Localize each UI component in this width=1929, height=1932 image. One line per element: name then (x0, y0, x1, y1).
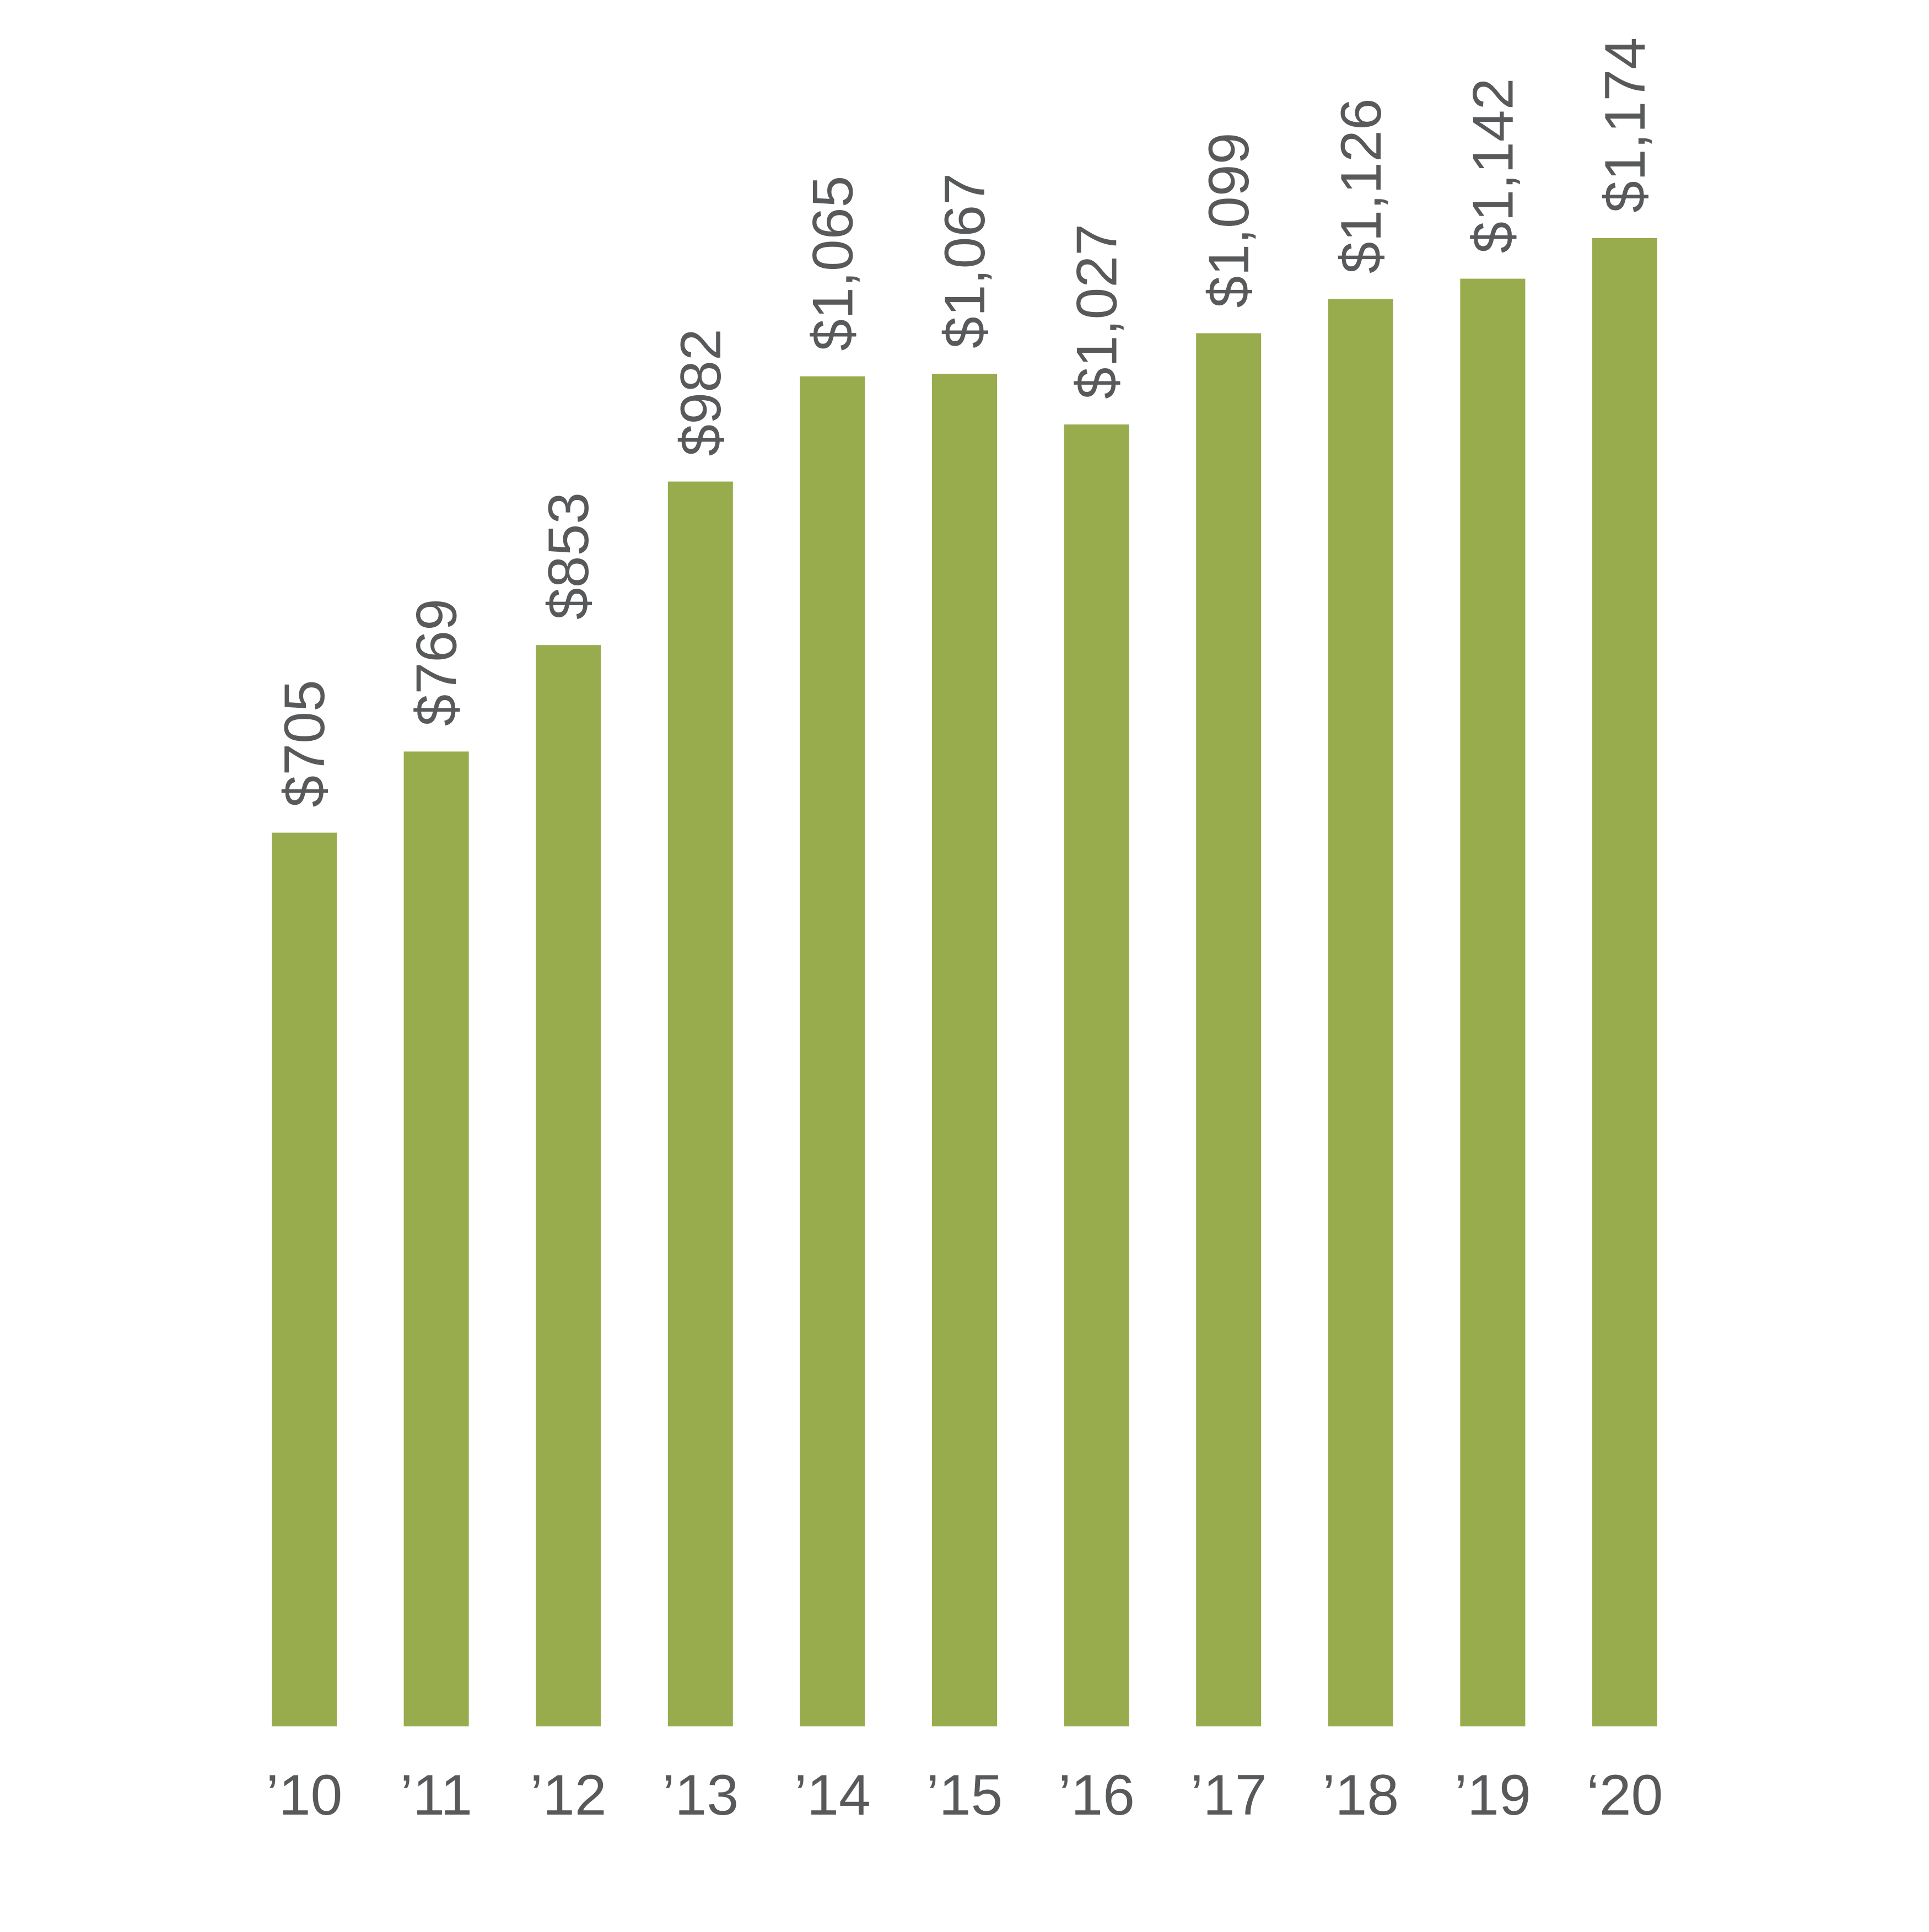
category-labels-group: ’10 ’11 ’12 ’13 ’14 ’15 ’16 ’17 ’18 ’19 ‘20 (266, 1763, 1663, 1827)
value-label-1: $769 (405, 599, 469, 726)
category-label-3: ’13 (662, 1763, 739, 1827)
value-label-0: $705 (273, 680, 337, 807)
value-label-8: $1,126 (1329, 98, 1393, 273)
value-label-2: $853 (537, 492, 601, 620)
category-label-10: ‘20 (1587, 1763, 1663, 1827)
bar-5 (932, 374, 997, 1726)
category-label-4: ’14 (794, 1763, 871, 1827)
value-label-5: $1,067 (933, 173, 997, 348)
bars-group (272, 238, 1657, 1727)
category-label-5: ’15 (926, 1763, 1003, 1827)
category-label-9: ’19 (1454, 1763, 1531, 1827)
value-labels-group: $705 $769 $853 $982 $1,065 $1,067 $1,027 $1,099… (273, 37, 1657, 808)
category-label-7: ’17 (1190, 1763, 1267, 1827)
value-label-7: $1,099 (1197, 132, 1261, 308)
bar-4 (800, 376, 865, 1727)
category-label-8: ’18 (1322, 1763, 1399, 1827)
bar-10 (1592, 238, 1657, 1726)
value-label-10: $1,174 (1593, 37, 1657, 213)
category-label-0: ’10 (266, 1763, 343, 1827)
bar-7 (1196, 333, 1262, 1726)
bar-1 (403, 751, 469, 1726)
bar-0 (272, 832, 337, 1726)
value-label-6: $1,027 (1065, 224, 1129, 399)
category-label-2: ’12 (530, 1763, 607, 1827)
value-label-9: $1,142 (1461, 78, 1525, 254)
bar-2 (536, 645, 601, 1726)
category-label-1: ’11 (400, 1763, 472, 1827)
bar-6 (1064, 424, 1129, 1726)
value-label-4: $1,065 (801, 176, 865, 351)
value-label-3: $982 (669, 329, 733, 456)
category-label-6: ’16 (1058, 1763, 1135, 1827)
bar-8 (1328, 299, 1393, 1727)
bar-3 (667, 481, 733, 1726)
bar-9 (1460, 278, 1526, 1726)
